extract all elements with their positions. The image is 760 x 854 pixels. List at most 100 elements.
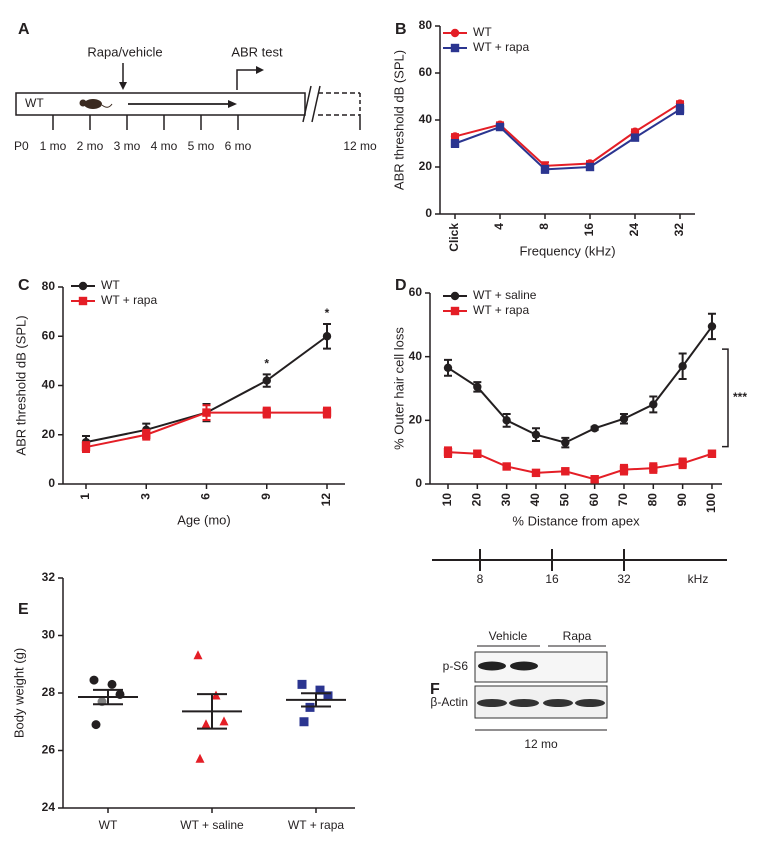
arrow-head (228, 100, 237, 108)
secondary-tick-label: 32 (617, 572, 631, 586)
marker (585, 162, 595, 172)
marker (590, 475, 599, 484)
treatment-label: Rapa/vehicle (87, 44, 162, 59)
panel-label: A (18, 21, 30, 38)
marker (675, 105, 685, 114)
y-tick-label: 40 (419, 112, 433, 126)
y-tick-label: 30 (42, 628, 56, 642)
marker (707, 449, 717, 458)
series-line (447, 451, 713, 481)
y-axis-label: % Outer hair cell loss (391, 327, 406, 450)
group-label: Rapa (563, 629, 592, 643)
break-mark (311, 85, 321, 123)
x-tick-label: 80 (645, 493, 659, 507)
legend-label: WT + rapa (473, 40, 529, 54)
series-line (447, 325, 713, 444)
y-tick-label: 0 (48, 476, 55, 490)
timeline: A WT Rapa/vehicle ABR test (15, 21, 361, 123)
marker (78, 296, 88, 306)
legend-label: WT + rapa (101, 293, 157, 307)
y-axis-label: ABR threshold dB (SPL) (13, 315, 28, 455)
y-tick-label: 0 (425, 206, 432, 220)
marker (450, 43, 460, 53)
x-tick-label: 60 (587, 493, 601, 507)
y-tick-label: 20 (419, 159, 433, 173)
x-tick-label: 50 (557, 493, 571, 507)
panel-label: E (18, 601, 29, 618)
band (510, 661, 538, 671)
y-tick-label: 24 (42, 800, 56, 814)
legend-label: WT (473, 25, 492, 39)
x-tick-label: 90 (675, 493, 689, 507)
marker (678, 459, 687, 468)
band (478, 661, 506, 671)
secondary-tick-label: 16 (545, 572, 559, 586)
marker (81, 442, 91, 452)
x-axis-label: Age (mo) (177, 512, 230, 527)
x-tick-label: 30 (499, 493, 513, 507)
x-axis-label: % Distance from apex (512, 513, 640, 528)
y-tick-label: 20 (409, 413, 423, 427)
x-tick-label: WT (99, 818, 118, 832)
marker (531, 468, 541, 478)
x-tick-label: 16 (582, 223, 596, 237)
band (575, 699, 605, 707)
y-tick-label: 40 (409, 349, 423, 363)
timeline-tick-label: 12 mo (343, 139, 377, 153)
marker (561, 467, 570, 476)
x-tick-label: 24 (627, 223, 641, 237)
x-tick-label: Click (447, 223, 461, 252)
timeline-tick-label: P0 (14, 139, 29, 153)
marker (443, 363, 453, 373)
break-mark (302, 85, 312, 123)
x-tick-label: 100 (704, 493, 718, 513)
y-tick-label: 60 (409, 285, 423, 299)
marker (323, 691, 333, 701)
x-tick-label: 20 (470, 493, 484, 507)
panel-label: D (395, 277, 407, 294)
marker (561, 438, 570, 447)
marker (473, 449, 482, 458)
marker (450, 306, 460, 316)
footer-label: 12 mo (524, 737, 558, 751)
test-arrow (236, 69, 258, 90)
y-tick-label: 28 (42, 685, 56, 699)
x-tick-label: WT + saline (180, 818, 244, 832)
row-label: β-Actin (430, 695, 468, 709)
series-line (454, 108, 681, 171)
y-tick-label: 80 (419, 18, 433, 32)
marker (619, 465, 629, 474)
x-axis-label: Frequency (kHz) (519, 243, 615, 258)
mouse-icon (79, 99, 113, 109)
series-line (454, 102, 681, 167)
group-label: Vehicle (489, 629, 528, 643)
x-tick-label: 10 (440, 493, 454, 507)
marker (502, 416, 511, 425)
panel-label: F (430, 681, 440, 698)
marker (219, 716, 229, 726)
marker (678, 362, 687, 371)
marker (78, 281, 88, 291)
y-tick-label: 26 (42, 743, 56, 757)
marker (473, 382, 482, 392)
marker (195, 753, 205, 763)
cohort: WT (25, 96, 44, 110)
y-tick-label: 20 (42, 427, 56, 441)
annotation: * (325, 306, 330, 320)
y-tick-label: 60 (42, 328, 56, 342)
marker (142, 430, 151, 439)
legend-label: WT + saline (473, 288, 537, 302)
marker (495, 122, 505, 132)
sem-bar (197, 693, 227, 730)
marker (590, 424, 599, 433)
marker (450, 28, 460, 38)
y-tick-label: 80 (42, 279, 56, 293)
x-tick-label: 12 (319, 493, 333, 507)
x-tick-label: 1 (78, 493, 92, 500)
y-tick-label: 40 (42, 378, 56, 392)
x-tick-label: 3 (138, 493, 152, 500)
marker (531, 430, 541, 439)
marker (322, 408, 332, 417)
panel-label: B (395, 21, 407, 38)
marker (649, 463, 658, 473)
